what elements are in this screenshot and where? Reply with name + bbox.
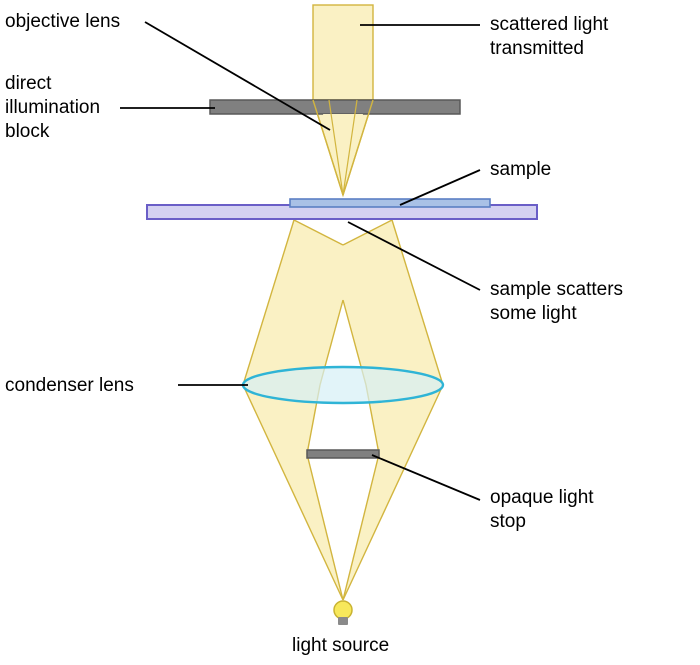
direct-illumination-block-shape (210, 100, 460, 114)
label-objective-lens: objective lens (5, 10, 120, 34)
label-light-source: light source (292, 634, 389, 658)
label-opaque-light-stop: opaque light stop (490, 486, 594, 534)
diagram-svg (0, 0, 700, 665)
darkfield-microscope-diagram: objective lens direct illumination block… (0, 0, 700, 665)
light-through-block (323, 114, 363, 195)
label-direct-illumination-block: direct illumination block (5, 72, 100, 143)
sample-shape (290, 199, 490, 207)
light-bulb-icon (334, 601, 352, 625)
condenser-lens-shape (243, 367, 443, 403)
label-sample: sample (490, 158, 551, 182)
label-sample-scatters: sample scatters some light (490, 278, 623, 326)
label-condenser-lens: condenser lens (5, 374, 134, 398)
opaque-light-stop-shape (307, 450, 379, 458)
light-lower-cone (243, 220, 443, 600)
label-scattered-light-transmitted: scattered light transmitted (490, 13, 608, 61)
